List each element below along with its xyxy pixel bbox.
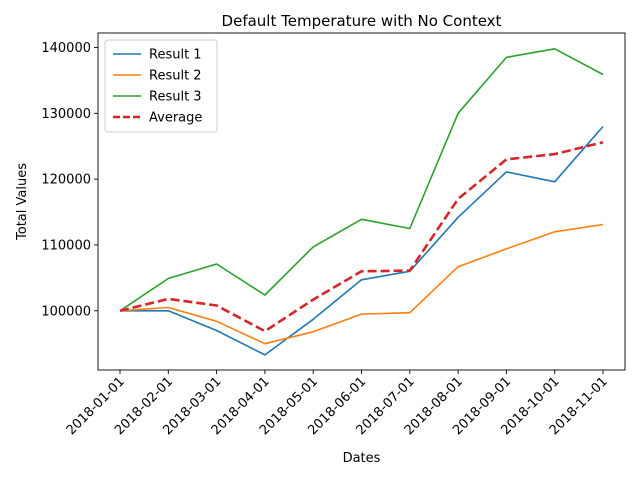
series-line-average (119, 141, 604, 333)
series-lines (119, 47, 604, 356)
legend: Result 1 Result 2 Result 3 Average (104, 39, 218, 133)
y-axis-label: Total Values (15, 163, 30, 241)
y-tick-label: 120000 (41, 173, 91, 188)
legend-label: Result 2 (149, 69, 202, 84)
legend-label: Average (149, 111, 202, 126)
series-line-result-3 (119, 47, 604, 312)
y-tick-label: 140000 (41, 41, 91, 56)
legend-label: Result 3 (149, 90, 202, 105)
y-tick-label: 110000 (41, 238, 91, 253)
series-line-result-1 (120, 125, 604, 356)
y-tick-label: 100000 (41, 304, 91, 319)
series-line-result-2 (119, 223, 604, 345)
legend-box (104, 39, 218, 133)
legend-label: Result 1 (149, 48, 202, 63)
y-tick-label: 130000 (41, 107, 91, 122)
chart-title: Default Temperature with No Context (222, 12, 502, 30)
x-axis: 2018-01-012018-02-012018-03-012018-04-01… (64, 370, 611, 438)
y-axis: 100000 110000 120000 130000 140000 (41, 41, 98, 319)
x-axis-label: Dates (343, 451, 381, 466)
